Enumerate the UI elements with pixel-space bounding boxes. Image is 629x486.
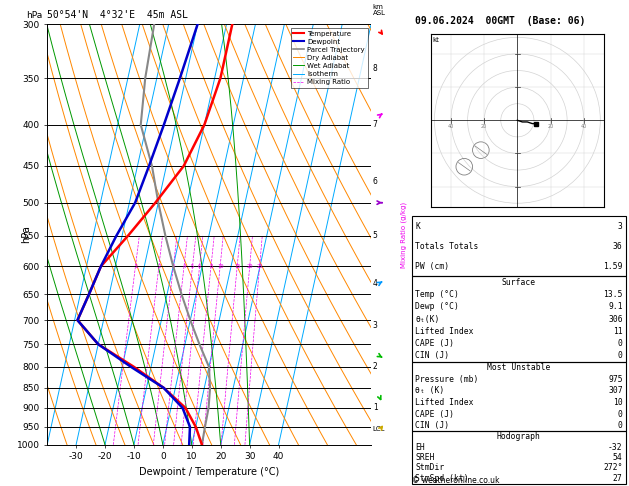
Text: PW (cm): PW (cm): [415, 262, 449, 271]
Text: CAPE (J): CAPE (J): [415, 339, 454, 348]
Text: K: K: [415, 222, 420, 231]
Text: Lifted Index: Lifted Index: [415, 398, 474, 407]
Text: 272°: 272°: [603, 464, 623, 472]
Text: 09.06.2024  00GMT  (Base: 06): 09.06.2024 00GMT (Base: 06): [415, 16, 586, 26]
Text: 27: 27: [613, 474, 623, 483]
Text: StmSpd (kt): StmSpd (kt): [415, 474, 469, 483]
Text: SREH: SREH: [415, 453, 435, 462]
Text: 13.5: 13.5: [603, 290, 623, 299]
Text: 6: 6: [373, 176, 377, 186]
Text: 50°54'N  4°32'E  45m ASL: 50°54'N 4°32'E 45m ASL: [47, 10, 188, 20]
Text: 40: 40: [581, 123, 587, 129]
Text: Most Unstable: Most Unstable: [487, 363, 550, 372]
Text: Temp (°C): Temp (°C): [415, 290, 459, 299]
Text: kt: kt: [433, 37, 440, 43]
Text: 0: 0: [618, 410, 623, 418]
Text: StmDir: StmDir: [415, 464, 445, 472]
Text: 2: 2: [157, 264, 160, 269]
Text: Mixing Ratio (g/kg): Mixing Ratio (g/kg): [400, 201, 407, 268]
Text: 1.59: 1.59: [603, 262, 623, 271]
Text: θₜ (K): θₜ (K): [415, 386, 445, 396]
Text: © weatheronline.co.uk: © weatheronline.co.uk: [412, 476, 499, 485]
Text: 11: 11: [613, 327, 623, 336]
Text: 1: 1: [373, 403, 377, 413]
Text: 0: 0: [618, 339, 623, 348]
Text: 8: 8: [209, 264, 213, 269]
Text: 40: 40: [448, 123, 454, 129]
Bar: [412, 216, 626, 277]
Text: θₜ(K): θₜ(K): [415, 314, 440, 324]
Text: LCL: LCL: [373, 426, 385, 432]
Text: 36: 36: [613, 242, 623, 251]
Text: 20: 20: [547, 123, 554, 129]
Text: Lifted Index: Lifted Index: [415, 327, 474, 336]
Text: 9.1: 9.1: [608, 302, 623, 312]
Text: 0: 0: [618, 421, 623, 430]
Text: 975: 975: [608, 375, 623, 384]
Text: 4: 4: [182, 264, 186, 269]
Text: 1: 1: [134, 264, 137, 269]
Text: 10: 10: [217, 264, 223, 269]
Text: 4: 4: [373, 279, 377, 288]
Text: 20: 20: [247, 264, 253, 269]
Text: Pressure (mb): Pressure (mb): [415, 375, 479, 384]
Text: 20: 20: [481, 123, 487, 129]
Text: 7: 7: [373, 120, 377, 129]
Text: -32: -32: [608, 443, 623, 451]
Text: 10: 10: [613, 398, 623, 407]
Text: 3: 3: [618, 222, 623, 231]
Text: 15: 15: [234, 264, 240, 269]
Text: 5: 5: [373, 231, 377, 241]
Bar: [412, 362, 626, 432]
Text: Dewp (°C): Dewp (°C): [415, 302, 459, 312]
Text: Surface: Surface: [502, 278, 536, 287]
Text: 5: 5: [191, 264, 194, 269]
Text: 6: 6: [198, 264, 201, 269]
Bar: [412, 277, 626, 362]
Text: hPa: hPa: [26, 11, 42, 20]
Text: km
ASL: km ASL: [373, 4, 386, 16]
Legend: Temperature, Dewpoint, Parcel Trajectory, Dry Adiabat, Wet Adiabat, Isotherm, Mi: Temperature, Dewpoint, Parcel Trajectory…: [291, 28, 367, 88]
Text: 306: 306: [608, 314, 623, 324]
Text: CIN (J): CIN (J): [415, 351, 449, 360]
Bar: [412, 432, 626, 484]
Text: CIN (J): CIN (J): [415, 421, 449, 430]
Text: 3: 3: [172, 264, 175, 269]
Text: 3: 3: [373, 321, 377, 330]
Text: EH: EH: [415, 443, 425, 451]
Text: CAPE (J): CAPE (J): [415, 410, 454, 418]
Text: Hodograph: Hodograph: [497, 432, 541, 441]
X-axis label: Dewpoint / Temperature (°C): Dewpoint / Temperature (°C): [139, 467, 279, 477]
Text: 25: 25: [257, 264, 263, 269]
Text: 54: 54: [613, 453, 623, 462]
Text: 2: 2: [373, 362, 377, 371]
Text: 8: 8: [373, 64, 377, 72]
Text: 307: 307: [608, 386, 623, 396]
Text: Totals Totals: Totals Totals: [415, 242, 479, 251]
Text: 0: 0: [618, 351, 623, 360]
Text: hPa: hPa: [21, 226, 31, 243]
